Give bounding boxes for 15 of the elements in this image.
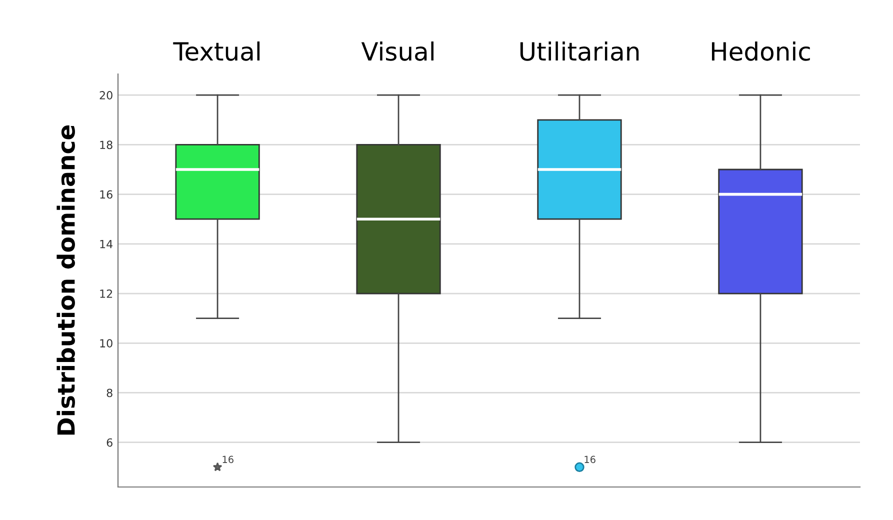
annotation: 16 [222,456,234,464]
y-tick-label: 6 [106,438,112,447]
annotation: 16 [584,456,596,464]
x-tick-label: Hedonic [712,41,810,61]
y-tick-label: 12 [100,289,112,298]
y-tick-label: 14 [100,240,113,248]
y-axis-title: Distribution dominance [56,125,75,435]
x-tick-label: Utilitarian [520,41,639,61]
y-tick-label: 10 [100,339,112,348]
y-tick-label: 16 [100,190,112,199]
y-tick-label: 8 [106,388,112,398]
y-tick-label: 18 [100,140,112,150]
y-tick-label: 20 [100,91,112,100]
x-tick-label: Textual [173,41,260,61]
x-tick-label: Visual [361,41,434,61]
